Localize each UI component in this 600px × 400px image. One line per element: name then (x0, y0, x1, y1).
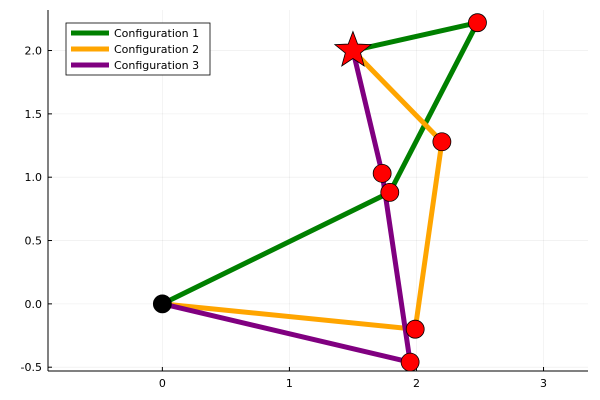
legend-label-2: Configuration 2 (114, 43, 199, 56)
y-tick-label: 1.5 (25, 108, 43, 121)
x-tick-label: 1 (286, 377, 293, 390)
joint-marker (380, 182, 400, 202)
joint-marker (372, 163, 392, 183)
target-star-marker (333, 30, 373, 67)
series-line-2 (162, 48, 445, 332)
y-tick-label: -0.5 (21, 361, 42, 374)
series-line-1 (161, 20, 480, 307)
x-tick-label: 2 (413, 377, 420, 390)
y-tick-label: 1.0 (25, 171, 43, 184)
joint-marker (432, 132, 452, 152)
joint-marker (400, 352, 420, 372)
x-tick-label: 0 (159, 377, 166, 390)
grid (48, 10, 588, 371)
y-tick-label: 0.5 (25, 235, 43, 248)
y-tick-label: 0.0 (25, 298, 43, 311)
y-tick-label: 2.0 (25, 45, 43, 58)
marker-layer (152, 13, 487, 372)
legend-label-3: Configuration 3 (114, 59, 199, 72)
legend: Configuration 1 Configuration 2 Configurat… (65, 22, 211, 76)
series-line-3 (161, 49, 413, 365)
joint-marker (468, 13, 487, 33)
legend-label-1: Configuration 1 (114, 27, 199, 40)
x-tick-label: 3 (540, 377, 547, 390)
base-marker (152, 294, 172, 314)
joint-marker (405, 319, 425, 339)
series-layer (161, 20, 480, 365)
axes: 0 1 2 3 -0.5 0.0 0.5 1.0 1.5 2.0 (21, 10, 588, 390)
